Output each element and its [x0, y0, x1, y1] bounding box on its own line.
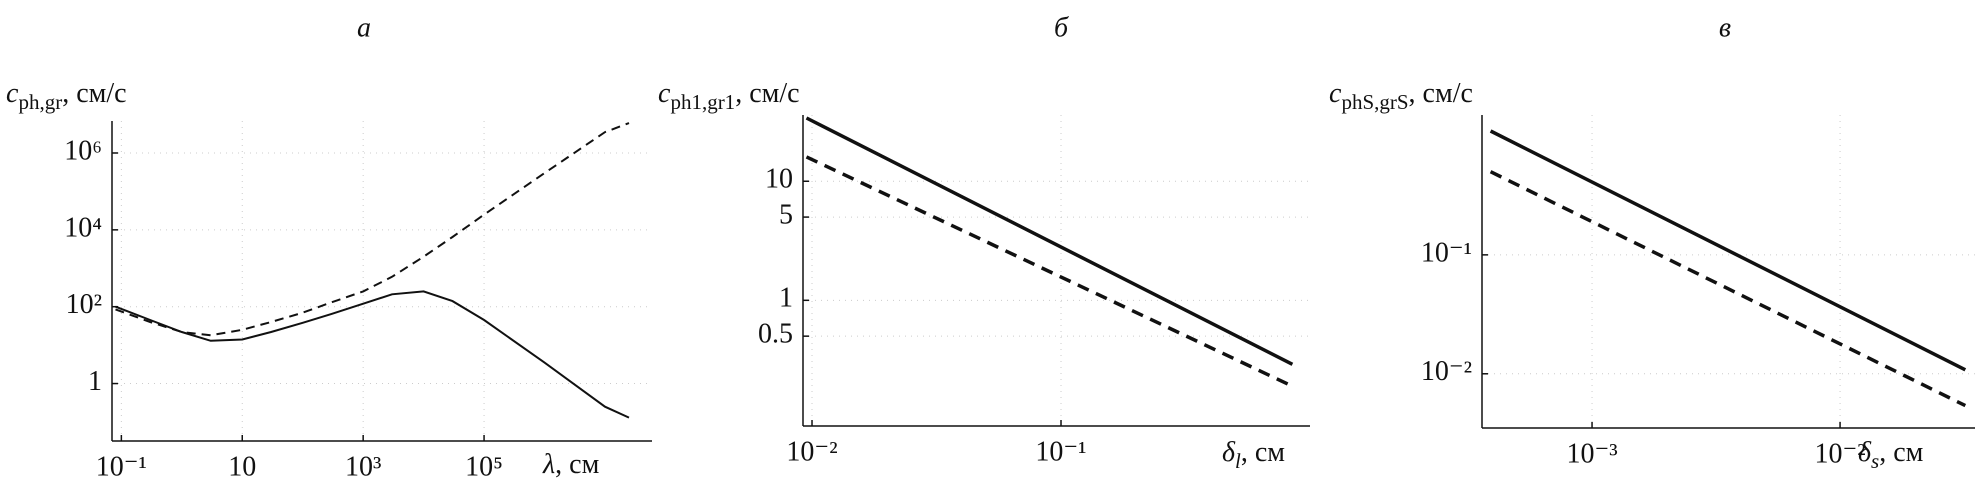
axis-label-symbol: λ: [542, 449, 555, 480]
y-tick-label: 10²: [66, 289, 102, 320]
axis-label-subscript: s: [1871, 449, 1879, 473]
axis-label-subscript: ph1,gr1: [670, 90, 735, 114]
y-tick-label: 10⁶: [64, 135, 102, 166]
x-tick-label: 10⁻³: [1566, 438, 1617, 469]
y-tick-label: 10⁻²: [1421, 356, 1472, 387]
y-tick-label: 10⁴: [64, 212, 102, 243]
axis-label-symbol: c: [6, 78, 19, 109]
axis-label-unit: , см/с: [735, 78, 799, 109]
y-tick-label: 1: [88, 366, 102, 397]
x-tick-label: 10⁻²: [786, 436, 837, 467]
axis-label-subscript: l: [1235, 449, 1241, 473]
axis-label: λ, см: [542, 449, 600, 480]
axis-label: δs, см: [1858, 437, 1924, 472]
axis-label: cph1,gr1, см/с: [658, 78, 800, 113]
x-tick-label: 10⁻¹: [96, 451, 147, 482]
axis-label-symbol: δ: [1858, 437, 1872, 468]
chart-title: б: [1054, 12, 1069, 43]
axis-label-unit: , см/с: [62, 78, 126, 109]
axis-label-unit: , см: [1879, 437, 1923, 468]
axis-label-symbol: c: [1329, 78, 1342, 109]
axis-label-unit: , см: [555, 449, 599, 480]
x-tick-label: 10⁻²: [1814, 438, 1865, 469]
axis-label-unit: , см: [1241, 437, 1285, 468]
chart-title: в: [1719, 12, 1731, 43]
y-tick-label: 10⁻¹: [1421, 237, 1472, 268]
series-line: [115, 290, 630, 419]
series-line: [115, 122, 630, 337]
x-tick-label: 10⁵: [465, 451, 503, 482]
chart-title: а: [357, 12, 371, 43]
y-tick-label: 0.5: [758, 319, 793, 350]
axis-label-subscript: ph,gr: [18, 90, 62, 114]
axis-label: cph,gr, см/с: [6, 78, 127, 113]
axis-label: cphS,grS, см/с: [1329, 78, 1473, 113]
axis-label-symbol: c: [658, 78, 671, 109]
x-tick-label: 10: [228, 451, 256, 482]
axis-label-symbol: δ: [1222, 437, 1236, 468]
axis-label-unit: , см/с: [1409, 78, 1473, 109]
y-tick-label: 10: [765, 164, 793, 195]
series-line: [805, 155, 1294, 388]
series-line: [805, 116, 1294, 366]
axis-label: δl, см: [1222, 437, 1285, 472]
axis-label-subscript: phS,grS: [1341, 90, 1408, 114]
series-line: [1489, 170, 1967, 408]
series-line: [1489, 129, 1967, 372]
y-tick-label: 1: [779, 283, 793, 314]
x-tick-label: 10⁻¹: [1035, 436, 1086, 467]
y-tick-label: 5: [779, 200, 793, 231]
x-tick-label: 10³: [345, 451, 381, 482]
